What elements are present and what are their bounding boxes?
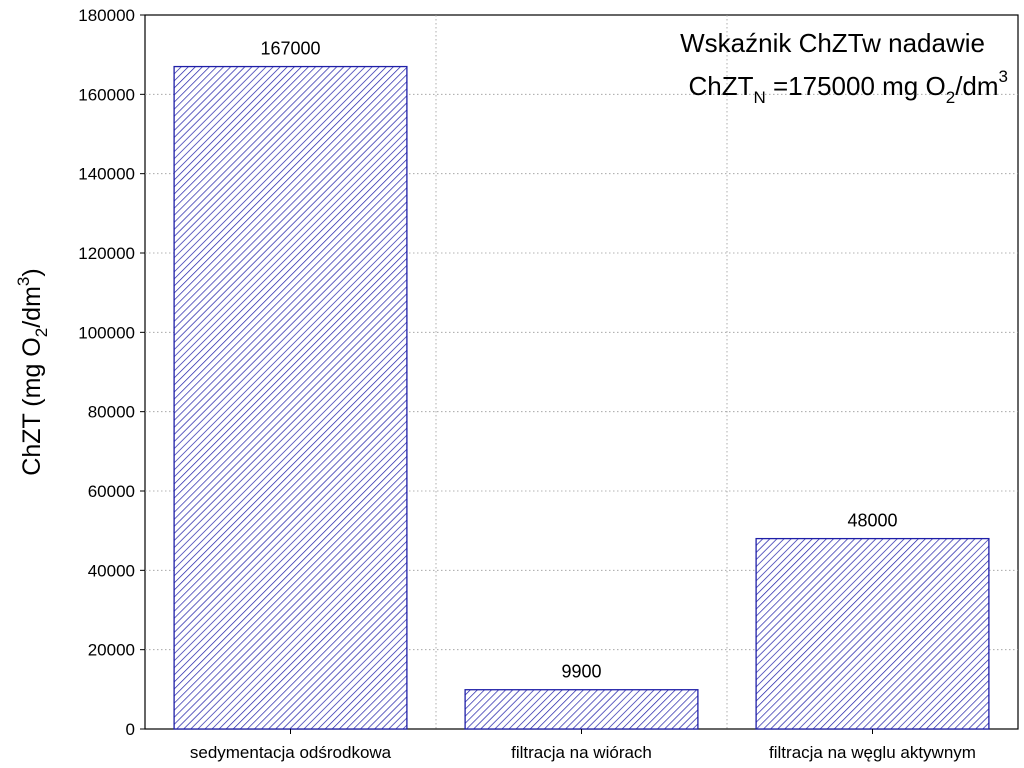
y-axis-title: ChZT (mg O2/dm3)	[14, 268, 51, 475]
bar-series	[173, 65, 990, 730]
annotation-line-2: ChZTN =175000 mg O2/dm3	[688, 67, 1008, 107]
annotation-line-1: Wskaźnik ChZTw nadawie	[680, 28, 985, 58]
y-tick-label: 40000	[88, 561, 135, 580]
x-tick-label: filtracja na wiórach	[511, 743, 652, 762]
bar	[755, 537, 990, 730]
bar-value-label: 48000	[847, 511, 897, 531]
y-axis: 0 20000 40000 60000 80000 100000 120000 140000 1…	[78, 6, 145, 739]
y-tick-label: 140000	[78, 165, 135, 184]
y-tick-label: 80000	[88, 403, 135, 422]
bar	[464, 689, 699, 730]
y-tick-label: 120000	[78, 244, 135, 263]
bar-value-label: 9900	[561, 662, 601, 682]
y-tick-label: 100000	[78, 323, 135, 342]
y-tick-label: 180000	[78, 6, 135, 25]
y-tick-label: 60000	[88, 482, 135, 501]
y-tick-label: 0	[126, 720, 135, 739]
bar	[173, 65, 408, 730]
data-labels: 167000 9900 48000	[260, 39, 897, 682]
x-axis: sedymentacja odśrodkowa filtracja na wiór…	[190, 729, 976, 762]
bar-value-label: 167000	[260, 39, 320, 59]
x-tick-label: filtracja na węglu aktywnym	[769, 743, 976, 762]
x-tick-label: sedymentacja odśrodkowa	[190, 743, 392, 762]
y-tick-label: 160000	[78, 85, 135, 104]
y-tick-label: 20000	[88, 641, 135, 660]
